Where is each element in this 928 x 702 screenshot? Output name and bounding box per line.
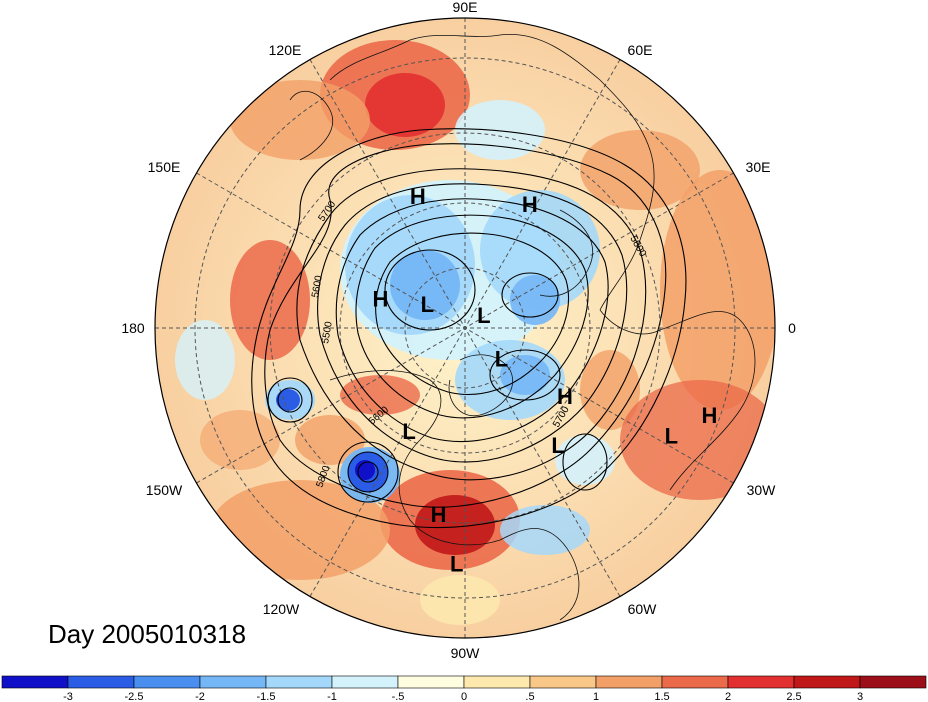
low-pressure-marker: L (551, 433, 564, 458)
map-title: Day 2005010318 (48, 619, 247, 649)
high-pressure-marker: H (701, 403, 717, 428)
geopotential-contours (251, 128, 687, 529)
colorbar-tick-label: 2.5 (786, 691, 801, 702)
colorbar-tick-label: -.5 (392, 691, 405, 702)
graticule (155, 18, 775, 638)
colorbar-box (133, 675, 201, 689)
map-border (154, 17, 776, 639)
lon-label-180: 180 (121, 320, 145, 336)
low-pressure-marker: L (421, 292, 434, 317)
colorbar-tick-label: -2.5 (125, 691, 144, 702)
colorbar-tick-label: -1 (327, 691, 337, 702)
colorbar-box (595, 675, 663, 689)
colorbar-tick-label: 0 (461, 691, 467, 702)
high-pressure-marker: H (557, 384, 573, 409)
colorbar-box (199, 675, 267, 689)
lon-label-120e: 120E (269, 42, 302, 58)
lon-label-0: 0 (788, 320, 796, 336)
colorbar-tick-label: 3 (857, 691, 863, 702)
colorbar-box (859, 675, 927, 689)
contour-label: 5500 (320, 320, 335, 344)
low-pressure-marker: L (665, 424, 678, 449)
longitude-labels: 90E 60E 30E 0 30W 60W 90W 120W 150W 180 … (121, 0, 796, 661)
high-pressure-marker: H (410, 184, 426, 209)
colorbar-ticks: -3 -2.5 -2 -1.5 -1 -.5 0 .5 1 1.5 2 2.5 3 (63, 691, 863, 702)
low-pressure-marker: L (495, 347, 508, 372)
lon-label-90w: 90W (451, 645, 481, 661)
colorbar-tick-label: -2 (195, 691, 205, 702)
low-pressure-marker: L (402, 419, 415, 444)
high-pressure-marker: H (373, 286, 389, 311)
colorbar-tick-label: 2 (725, 691, 731, 702)
lon-label-90e: 90E (453, 0, 478, 15)
colorbar-box (727, 675, 795, 689)
anomaly-field (155, 18, 775, 638)
colorbar-tick-label: -1.5 (257, 691, 276, 702)
colorbar-box (331, 675, 399, 689)
lon-label-30e: 30E (746, 159, 771, 175)
colorbar-box (1, 675, 69, 689)
colorbar-tick-label: -3 (63, 691, 73, 702)
colorbar-box (463, 675, 531, 689)
contour-label: 5600 (310, 274, 325, 298)
low-pressure-marker: L (477, 303, 490, 328)
colorbar-boxes (1, 675, 927, 689)
colorbar-tick-label: .5 (525, 691, 534, 702)
colorbar-box (793, 675, 861, 689)
colorbar-box (529, 675, 597, 689)
lon-label-60e: 60E (628, 42, 653, 58)
high-pressure-marker: H (431, 502, 447, 527)
colorbar-box (397, 675, 465, 689)
lon-label-120w: 120W (263, 601, 300, 617)
low-pressure-marker: L (450, 552, 463, 577)
colorbar-tick-label: 1 (593, 691, 599, 702)
lon-label-30w: 30W (747, 482, 777, 498)
colorbar-box (661, 675, 729, 689)
colorbar-box (67, 675, 135, 689)
lon-label-60w: 60W (628, 601, 658, 617)
lon-label-150e: 150E (148, 159, 181, 175)
high-pressure-marker: H (522, 192, 538, 217)
colorbar-tick-label: 1.5 (654, 691, 669, 702)
colorbar-box (265, 675, 333, 689)
colorbar: -3 -2.5 -2 -1.5 -1 -.5 0 .5 1 1.5 2 2.5 3 (1, 675, 927, 702)
coastlines (289, 33, 756, 621)
lon-label-150w: 150W (146, 482, 183, 498)
